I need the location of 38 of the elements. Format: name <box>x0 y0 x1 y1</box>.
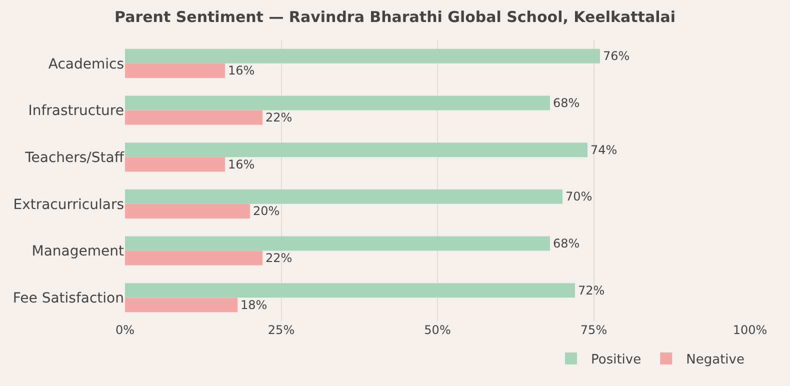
y-tick-label: Academics <box>48 56 124 72</box>
bar <box>125 110 262 125</box>
bar <box>125 283 575 298</box>
bar <box>125 204 250 218</box>
data-label: 16% <box>228 157 255 172</box>
chart-title: Parent Sentiment — Ravindra Bharathi Global School, Keelkattalai <box>114 8 676 26</box>
data-label: 68% <box>553 96 580 110</box>
bar <box>125 236 550 251</box>
bar <box>125 142 588 158</box>
x-tick-label: 0% <box>115 323 135 337</box>
data-label: 18% <box>240 298 268 312</box>
data-label: 72% <box>578 283 605 298</box>
y-tick-label: Fee Satisfaction <box>12 290 124 306</box>
y-tick-label: Management <box>32 244 124 260</box>
y-tick-label: Extracurriculars <box>13 196 124 213</box>
legend-label: Negative <box>686 352 744 368</box>
bar <box>125 250 262 266</box>
data-label: 22% <box>266 251 292 266</box>
x-tick-label: 25% <box>268 323 295 337</box>
y-tick-label: Infrastructure <box>28 103 124 120</box>
y-tick-label: Teachers/Staff <box>24 150 124 166</box>
bar <box>125 298 238 312</box>
legend-label: Positive <box>591 352 642 368</box>
bar <box>125 48 600 64</box>
bar <box>125 96 550 110</box>
data-label: 74% <box>590 142 618 157</box>
data-label: 16% <box>228 64 255 78</box>
x-tick-label: 75% <box>580 323 608 337</box>
data-label: 76% <box>603 49 630 64</box>
data-label: 20% <box>253 204 280 218</box>
x-tick-label: 50% <box>424 323 451 337</box>
data-label: 22% <box>266 110 292 125</box>
bar <box>125 63 225 78</box>
bar <box>125 157 225 172</box>
data-label: 68% <box>553 236 580 250</box>
bar <box>125 189 562 204</box>
data-label: 70% <box>566 190 592 204</box>
x-tick-label: 100% <box>732 323 768 337</box>
